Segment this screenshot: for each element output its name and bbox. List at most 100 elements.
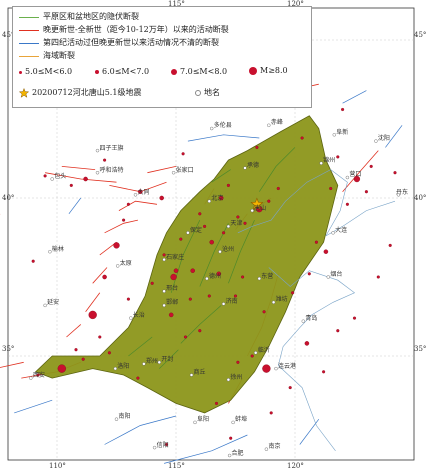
place-dot bbox=[274, 366, 278, 371]
place-label: 营口 bbox=[349, 171, 362, 179]
legend-label: 海域断裂 bbox=[43, 51, 75, 60]
star-icon bbox=[18, 87, 30, 98]
place-dot bbox=[226, 378, 231, 382]
quaternary-fault-line bbox=[104, 415, 177, 445]
place-dot bbox=[319, 161, 323, 165]
earthquake-dot bbox=[83, 176, 88, 182]
earthquake-dot bbox=[31, 259, 35, 263]
place-dot bbox=[257, 276, 261, 281]
coastline-segment bbox=[325, 200, 396, 237]
place-dot bbox=[162, 257, 166, 262]
place-dot bbox=[218, 249, 222, 254]
hidden-fault-line bbox=[128, 336, 153, 357]
lon-tick-label: 120° bbox=[287, 0, 304, 8]
earthquake-dot bbox=[179, 237, 183, 241]
place-dot bbox=[209, 126, 214, 131]
place-dot bbox=[205, 276, 209, 281]
earthquake-dot bbox=[159, 195, 164, 201]
place-dot bbox=[207, 199, 212, 203]
earthquake-dot bbox=[183, 335, 188, 339]
place-dot bbox=[332, 133, 336, 137]
place-label: 商丘 bbox=[193, 368, 206, 376]
earthquake-dot bbox=[122, 218, 126, 222]
place-label: 包头 bbox=[54, 173, 67, 181]
earthquake-markers bbox=[31, 107, 397, 447]
lat-tick-label: 35° bbox=[2, 345, 15, 353]
place-label: 郑州 bbox=[145, 357, 158, 365]
place-label: 阜阳 bbox=[197, 416, 210, 424]
earthquake-dot bbox=[214, 401, 219, 405]
place-dot bbox=[226, 224, 231, 229]
earthquake-dot bbox=[113, 242, 120, 249]
place-label: 太原 bbox=[119, 259, 132, 267]
earthquake-dot bbox=[388, 243, 392, 247]
earthquake-dot bbox=[233, 294, 238, 298]
place-label: 东营 bbox=[261, 272, 274, 280]
earthquake-dot bbox=[236, 215, 240, 219]
place-label: 青岛 bbox=[305, 315, 318, 323]
legend-item-mag-7: 7.0≤M<8.0 bbox=[171, 67, 227, 76]
place-dot bbox=[50, 177, 54, 181]
active-fault-line bbox=[66, 324, 82, 338]
active-fault-line bbox=[0, 361, 24, 368]
earthquake-dot bbox=[345, 202, 349, 206]
place-dot bbox=[95, 148, 100, 153]
earthquake-dot bbox=[162, 253, 166, 257]
place-label: 南阳 bbox=[118, 413, 131, 421]
north-china-plain-region bbox=[34, 115, 339, 414]
place-markers bbox=[29, 123, 401, 458]
place-label: 延安 bbox=[47, 299, 60, 307]
earthquake-dot bbox=[57, 364, 66, 373]
legend-label: 7.0≤M<8.0 bbox=[180, 67, 228, 76]
earthquake-dot bbox=[250, 354, 254, 358]
earthquake-dot bbox=[336, 155, 340, 159]
legend-item-quaternary-fault: 第四纪活动过但晚更新世以来活动情况不清的断裂 bbox=[19, 37, 219, 48]
place-label: 榆林 bbox=[51, 245, 64, 253]
quaternary-fault-line bbox=[68, 197, 82, 215]
place-dot bbox=[152, 445, 157, 450]
earthquake-dot bbox=[88, 310, 97, 320]
earthquake-dot bbox=[369, 164, 373, 168]
earthquake-dot bbox=[181, 152, 185, 156]
earthquake-dot bbox=[74, 348, 78, 352]
place-label: 呼和浩特 bbox=[99, 166, 124, 174]
legend-label: 5.0≤M<6.0 bbox=[25, 67, 73, 76]
lat-tick-label: 45° bbox=[414, 31, 427, 39]
place-dot bbox=[113, 366, 118, 371]
earthquake-dot bbox=[229, 436, 233, 440]
earthquake-dot bbox=[218, 195, 224, 201]
place-label: 南京 bbox=[268, 443, 281, 451]
place-dot bbox=[115, 264, 120, 268]
earthquake-dot bbox=[43, 174, 47, 178]
active-fault-line bbox=[342, 150, 379, 192]
hidden-fault-line bbox=[180, 305, 222, 344]
place-label: 锦州 bbox=[323, 157, 336, 165]
earthquake-dot bbox=[207, 294, 211, 298]
place-dot bbox=[264, 447, 269, 451]
place-label: 四子王旗 bbox=[99, 144, 124, 152]
place-dot bbox=[43, 303, 47, 308]
place-dot bbox=[253, 351, 258, 355]
place-label: 徐州 bbox=[230, 373, 243, 381]
place-dot bbox=[267, 123, 271, 128]
quaternary-fault-line bbox=[299, 418, 320, 445]
magnitude-dot-icon bbox=[19, 70, 22, 74]
place-dot bbox=[48, 249, 52, 254]
place-dot bbox=[133, 193, 138, 197]
earthquake-dot bbox=[288, 386, 292, 390]
place-label: 保定 bbox=[189, 226, 202, 234]
place-label: 沧州 bbox=[222, 245, 235, 253]
lon-tick-label: 115° bbox=[168, 462, 185, 470]
epicenter-star bbox=[250, 197, 264, 210]
hidden-fault-line bbox=[259, 147, 296, 192]
earthquake-dot bbox=[262, 364, 271, 373]
legend-item-offshore-fault: 海域断裂 bbox=[19, 50, 75, 61]
map-legend: 平原区和盆地区的隐伏断裂 晚更新世-全新世（距今10-12万年）以来的活动断裂 … bbox=[12, 6, 312, 108]
legend-item-place: 地名 bbox=[195, 87, 220, 98]
legend-label: 晚更新世-全新世（距今10-12万年）以来的活动断裂 bbox=[43, 25, 229, 34]
coastline-segment bbox=[237, 169, 348, 237]
place-dot bbox=[129, 316, 133, 320]
place-dot bbox=[171, 170, 176, 175]
place-label: 邯郸 bbox=[166, 299, 179, 307]
earthquake-dot bbox=[107, 351, 111, 355]
